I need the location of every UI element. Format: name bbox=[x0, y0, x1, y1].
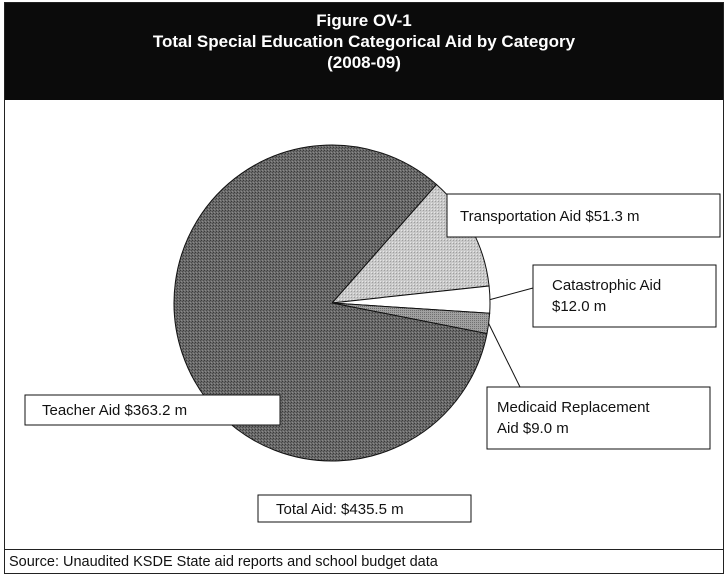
transportation-label-box bbox=[446, 193, 721, 238]
total-label-box bbox=[257, 494, 472, 523]
figure-header: Figure OV-1 Total Special Education Cate… bbox=[5, 3, 723, 100]
total-label: Total Aid: $435.5 m bbox=[276, 501, 404, 518]
transportation-label: Transportation Aid $51.3 m bbox=[460, 208, 640, 225]
chart-title: Total Special Education Categorical Aid … bbox=[152, 32, 576, 51]
source-note: Source: Unaudited KSDE State aid reports… bbox=[5, 549, 723, 573]
catastrophic-label-box bbox=[532, 264, 717, 328]
medicaid-label-box bbox=[486, 386, 711, 450]
teacher-label: Teacher Aid $363.2 m bbox=[42, 402, 187, 419]
catastrophic-label-line1: Catastrophic Aid bbox=[552, 277, 661, 294]
figure-label: Figure OV-1 bbox=[316, 11, 412, 30]
pie-slice-teacher bbox=[173, 144, 488, 462]
teacher-label-box bbox=[24, 394, 281, 426]
medicaid-leader-line bbox=[488, 323, 521, 388]
catastrophic-label-line2: $12.0 m bbox=[552, 298, 606, 315]
medicaid-label-line1: Medicaid Replacement bbox=[497, 399, 650, 416]
medicaid-label-line2: Aid $9.0 m bbox=[497, 420, 569, 437]
chart-subtitle: (2008-09) bbox=[327, 53, 401, 72]
catastrophic-leader-line bbox=[489, 287, 534, 301]
